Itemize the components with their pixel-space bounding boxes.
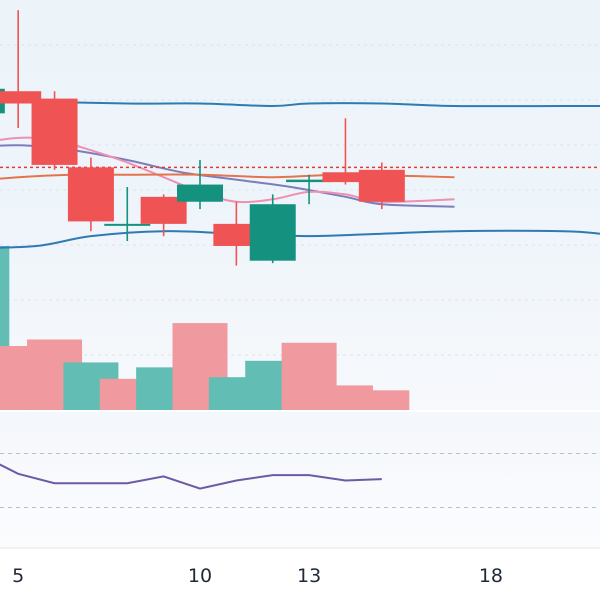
candle-body-10 <box>322 172 369 183</box>
candle-body-6 <box>177 184 223 202</box>
volume-bar-11 <box>354 390 410 410</box>
candle-body-8 <box>249 204 296 261</box>
indicator-background <box>0 412 600 548</box>
candle-body-2 <box>31 98 78 165</box>
x-tick-label-3: 18 <box>479 565 503 587</box>
indicator-layer <box>0 463 382 490</box>
candle-body-3 <box>67 167 114 222</box>
volume-bar-0 <box>0 246 10 410</box>
candles-layer <box>0 10 405 266</box>
indicator-line <box>0 463 382 490</box>
x-axis: 5 10 13 18 <box>12 565 503 587</box>
candle-body-11 <box>358 169 405 202</box>
x-tick-label-2: 13 <box>297 565 321 587</box>
candle-body-1 <box>0 91 42 104</box>
candle-body-4 <box>104 223 151 226</box>
candle-body-7 <box>213 223 260 246</box>
x-tick-label-0: 5 <box>12 565 24 587</box>
volume-layer <box>0 246 410 410</box>
x-tick-label-1: 10 <box>188 565 212 587</box>
candle-body-9 <box>286 179 333 183</box>
